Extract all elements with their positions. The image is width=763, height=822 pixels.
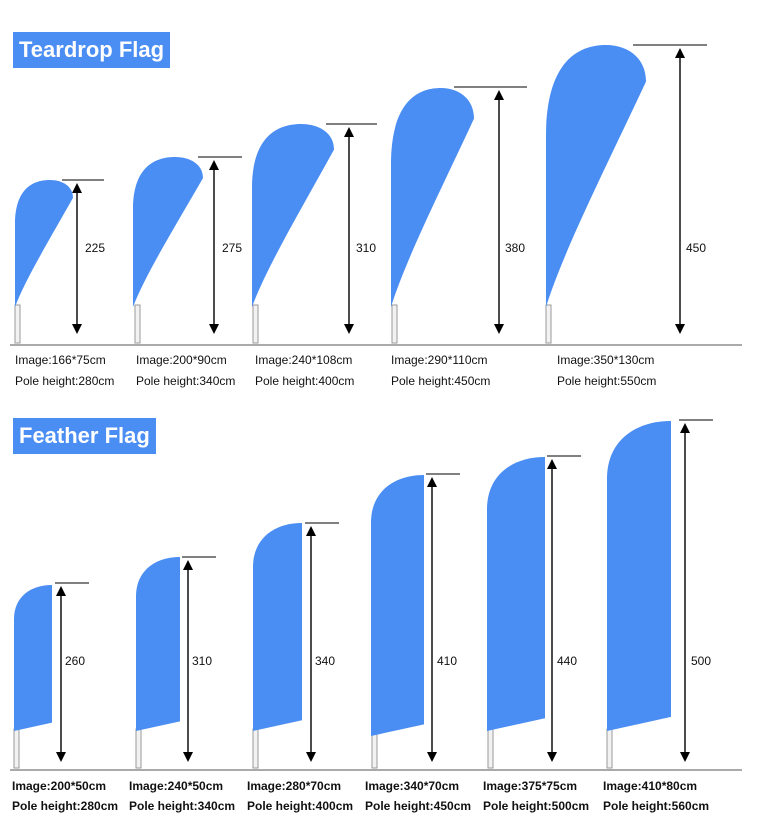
section-title-teardrop: Teardrop Flag <box>13 32 171 68</box>
teardrop-2-height-label: 275 <box>222 241 243 255</box>
feather-6-arrowhead-down <box>680 752 690 762</box>
feather-4-arrowhead-down <box>427 752 437 762</box>
teardrop-2-image-size: Image:200*90cm <box>136 353 227 367</box>
feather-5-arrowhead-down <box>547 752 557 762</box>
feather-1-arrowhead-up <box>56 586 66 596</box>
teardrop-4-pole <box>391 304 398 344</box>
teardrop-5-height-label: 450 <box>686 241 707 255</box>
feather-1-flag <box>14 585 52 731</box>
teardrop-1-height-label: 225 <box>85 241 106 255</box>
feather-5-pole <box>487 728 494 769</box>
feather-2-image-size: Image:240*50cm <box>129 779 224 793</box>
feather-1-pole-height: Pole height:280cm <box>12 799 119 813</box>
feather-6-height-label: 500 <box>691 654 712 668</box>
teardrop-2-arrowhead-up <box>209 160 219 170</box>
feather-3-pole <box>252 728 259 769</box>
feather-3-arrowhead-down <box>306 752 316 762</box>
feather-5-arrowhead-up <box>547 459 557 469</box>
teardrop-1-image-size: Image:166*75cm <box>15 353 106 367</box>
feather-5-image-size: Image:375*75cm <box>483 779 578 793</box>
teardrop-3-image-size: Image:240*108cm <box>255 353 353 367</box>
feather-5-pole-height: Pole height:500cm <box>483 799 590 813</box>
feather-2-pole-height: Pole height:340cm <box>129 799 236 813</box>
feather-4-height-label: 410 <box>437 654 458 668</box>
teardrop-2-flag <box>133 157 203 307</box>
teardrop-5-arrowhead-down <box>675 324 685 334</box>
teardrop-1-pole <box>14 304 21 344</box>
teardrop-4-arrowhead-up <box>494 90 504 100</box>
teardrop-5-arrowhead-up <box>675 48 685 58</box>
teardrop-1-pole-height: Pole height:280cm <box>15 374 115 388</box>
feather-4-arrowhead-up <box>427 477 437 487</box>
teardrop-5-flag <box>546 45 646 307</box>
teardrop-3-arrowhead-up <box>344 127 354 137</box>
feather-4-flag <box>371 475 424 736</box>
teardrop-3-height-label: 310 <box>356 241 377 255</box>
feather-6-arrowhead-up <box>680 423 690 433</box>
feather-2-height-label: 310 <box>192 654 213 668</box>
feather-2-flag <box>136 557 180 731</box>
teardrop-4-image-size: Image:290*110cm <box>391 353 488 367</box>
feather-3-flag <box>253 523 302 731</box>
teardrop-3-pole <box>252 304 259 344</box>
feather-2-pole <box>135 728 142 769</box>
teardrop-1-arrowhead-up <box>72 183 82 193</box>
feather-6-pole <box>606 728 613 769</box>
teardrop-3-arrowhead-down <box>344 324 354 334</box>
teardrop-4-height-label: 380 <box>505 241 526 255</box>
feather-1-arrowhead-down <box>56 752 66 762</box>
feather-3-image-size: Image:280*70cm <box>247 779 342 793</box>
feather-3-arrowhead-up <box>306 526 316 536</box>
feather-3-height-label: 340 <box>315 654 336 668</box>
teardrop-2-pole-height: Pole height:340cm <box>136 374 236 388</box>
feather-6-image-size: Image:410*80cm <box>603 779 698 793</box>
teardrop-2-pole <box>134 304 141 344</box>
teardrop-5-image-size: Image:350*130cm <box>557 353 655 367</box>
feather-5-flag <box>487 457 545 731</box>
feather-5-height-label: 440 <box>557 654 578 668</box>
feather-4-image-size: Image:340*70cm <box>365 779 460 793</box>
teardrop-5-pole <box>545 304 552 344</box>
teardrop-3-flag <box>252 124 334 307</box>
feather-1-pole <box>13 728 20 769</box>
feather-6-flag <box>607 421 671 731</box>
feather-2-arrowhead-down <box>183 752 193 762</box>
feather-3-pole-height: Pole height:400cm <box>247 799 354 813</box>
feather-6-pole-height: Pole height:560cm <box>603 799 710 813</box>
teardrop-1-arrowhead-down <box>72 324 82 334</box>
teardrop-4-pole-height: Pole height:450cm <box>391 374 491 388</box>
feather-4-pole <box>371 733 378 769</box>
teardrop-5-pole-height: Pole height:550cm <box>557 374 657 388</box>
teardrop-2-arrowhead-down <box>209 324 219 334</box>
feather-1-image-size: Image:200*50cm <box>12 779 107 793</box>
feather-1-height-label: 260 <box>65 654 86 668</box>
teardrop-3-pole-height: Pole height:400cm <box>255 374 355 388</box>
teardrop-4-flag <box>391 88 474 307</box>
teardrop-1-flag <box>15 180 73 307</box>
teardrop-4-arrowhead-down <box>494 324 504 334</box>
feather-2-arrowhead-up <box>183 560 193 570</box>
feather-4-pole-height: Pole height:450cm <box>365 799 472 813</box>
section-title-feather: Feather Flag <box>13 418 156 454</box>
